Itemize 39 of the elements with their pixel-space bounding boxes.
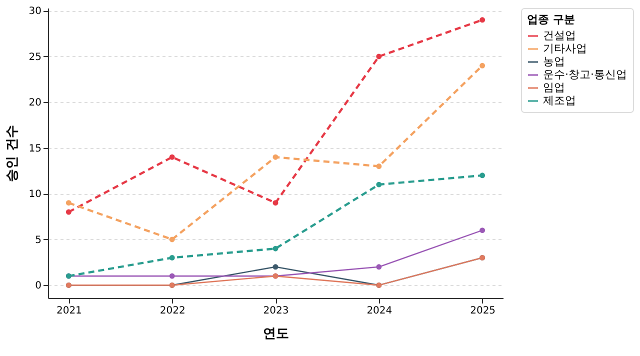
x-tick-label: 2023 <box>263 306 289 316</box>
x-tick-label: 2022 <box>160 306 186 316</box>
y-tick-label: 0 <box>35 280 42 292</box>
legend-title: 업종 구분 <box>527 13 575 26</box>
point <box>480 17 486 23</box>
legend-label: 운수·창고·통신업 <box>543 68 627 81</box>
point <box>66 209 72 215</box>
point <box>66 200 72 206</box>
point <box>376 264 382 270</box>
x-tick-label: 2024 <box>366 306 392 316</box>
point <box>272 264 278 270</box>
y-axis-title: 승인 건수 <box>4 125 20 182</box>
point <box>480 228 486 234</box>
x-tick-label: 2025 <box>470 306 496 316</box>
y-tick-label: 10 <box>28 189 42 200</box>
legend-label: 농업 <box>543 55 565 68</box>
legend-label: 제조업 <box>543 94 576 107</box>
point <box>169 236 175 242</box>
point <box>376 182 382 188</box>
y-tick-label: 5 <box>35 234 42 246</box>
legend-label: 건설업 <box>543 29 576 42</box>
point <box>169 255 175 260</box>
point <box>272 246 278 252</box>
point <box>480 62 486 68</box>
point <box>480 172 486 178</box>
x-tick-label: 2021 <box>56 306 82 316</box>
y-tick-label: 25 <box>28 52 42 63</box>
x-axis-title: 연도 <box>263 326 289 342</box>
point <box>272 154 278 160</box>
legend-label: 기타사업 <box>543 42 587 55</box>
y-tick-label: 20 <box>28 98 42 109</box>
point <box>272 200 278 206</box>
legend-label: 임업 <box>543 81 565 94</box>
point <box>169 273 175 279</box>
y-tick-label: 15 <box>28 143 42 154</box>
point <box>169 154 175 160</box>
y-tick-label: 30 <box>28 6 42 18</box>
point <box>376 54 382 60</box>
point <box>376 164 382 169</box>
